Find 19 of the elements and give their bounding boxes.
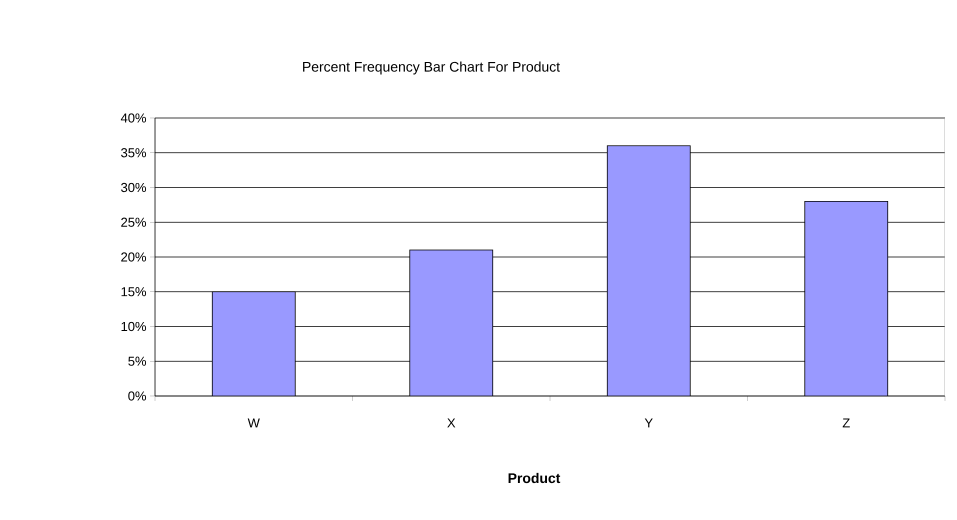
y-tick-label: 5%	[128, 356, 146, 366]
y-tick-label: 0%	[128, 391, 146, 401]
bar	[606, 145, 691, 396]
y-tick-label: 40%	[120, 113, 146, 123]
y-tick-label: 35%	[121, 148, 146, 158]
y-tick-label: 15%	[122, 287, 146, 296]
x-tick-label: Y	[644, 418, 653, 428]
x-tick-label: W	[248, 418, 260, 428]
x-tick-label: X	[447, 418, 456, 428]
bar	[804, 200, 888, 396]
y-tick-label: 20%	[121, 252, 146, 262]
x-tick-label: Z	[842, 418, 850, 428]
x-axis-title: Product	[508, 472, 560, 484]
bar	[409, 250, 494, 396]
y-tick-label: 25%	[121, 218, 146, 227]
bar	[212, 291, 296, 396]
y-tick-label: 10%	[122, 322, 146, 332]
chart-title: Percent Frequency Bar Chart For Product	[303, 61, 560, 74]
y-tick-label: 30%	[121, 182, 146, 192]
